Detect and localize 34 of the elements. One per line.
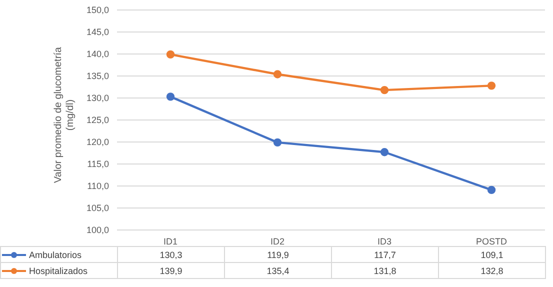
point [166, 92, 175, 101]
legend-label: Ambulatorios [29, 250, 82, 260]
point [487, 82, 496, 90]
y-tick-label: 110,0 [87, 181, 109, 192]
y-tick-label: 145,0 [86, 27, 109, 38]
y-tick-label: 130,0 [86, 93, 109, 104]
y-tick-label: 105,0 [86, 203, 109, 214]
data-label: 109,1 [438, 246, 546, 262]
data-label: 139,9 [118, 262, 224, 278]
y-tick-label: 150,0 [86, 5, 109, 16]
point [380, 86, 389, 94]
y-tick-label: 120,0 [86, 137, 109, 148]
point [487, 186, 496, 194]
x-tick-label: ID1 [163, 236, 178, 246]
data-label: 117,7 [332, 246, 438, 262]
data-label: 132,8 [438, 262, 546, 278]
legend-label: Hospitalizados [29, 266, 88, 276]
point [380, 148, 389, 156]
point [273, 138, 282, 147]
y-tick-label: 100,0 [86, 225, 109, 236]
y-tick-label: 115,0 [87, 159, 109, 170]
x-tick-label: ID2 [270, 236, 285, 246]
x-tick-label: POSTD [476, 236, 508, 246]
point [273, 70, 282, 78]
data-label: 131,8 [332, 262, 438, 278]
y-tick-label: 135,0 [86, 71, 109, 82]
y-tick-label: 125,0 [86, 115, 109, 126]
data-label: 119,9 [224, 246, 332, 262]
y-axis-title: Valor promedio de glucometría (mg/dl) [53, 46, 77, 185]
data-label: 130,3 [118, 246, 224, 262]
x-tick-label: ID3 [377, 236, 392, 246]
data-label: 135,4 [224, 262, 332, 278]
y-tick-label: 140,0 [86, 49, 109, 60]
point [166, 50, 175, 59]
